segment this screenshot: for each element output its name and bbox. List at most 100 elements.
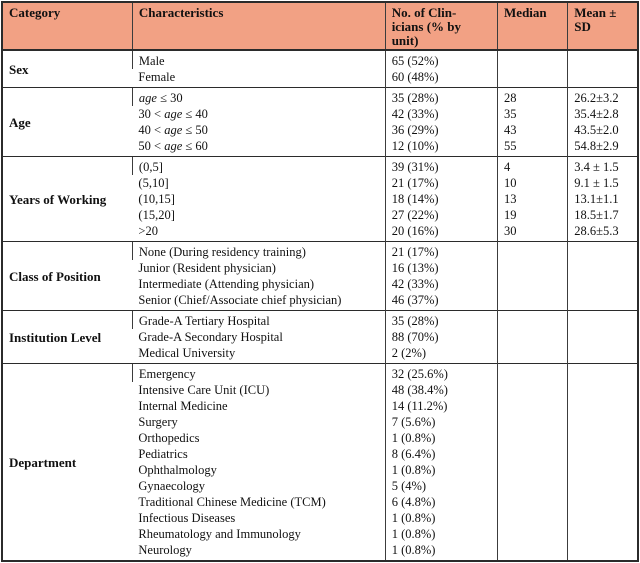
col-header-mean-sd: Mean ± SD <box>567 2 638 51</box>
table-row: (10,15] 18 (14%) 13 13.1±1.1 <box>2 191 638 207</box>
count-cell: 42 (33%) <box>384 276 498 292</box>
table-header: Category Characteristics No. of Clin- ic… <box>2 2 638 51</box>
count-cell: 5 (4%) <box>384 478 498 494</box>
mean-cell <box>567 276 638 292</box>
median-cell <box>497 241 568 260</box>
table-row: Junior (Resident physician) 16 (13%) <box>2 260 638 276</box>
characteristic-cell: Infectious Diseases <box>138 511 236 525</box>
category-cell: Department <box>2 363 133 561</box>
table-row: Pediatrics 8 (6.4%) <box>2 446 638 462</box>
table-row: Female 60 (48%) <box>2 69 638 88</box>
table-row: Institution Level Grade-A Tertiary Hospit… <box>2 310 638 364</box>
median-cell <box>497 446 568 462</box>
median-cell <box>497 494 568 510</box>
characteristic-cell: Neurology <box>138 543 192 557</box>
mean-cell <box>567 478 638 494</box>
col-header-median: Median <box>497 2 568 51</box>
table-row: Age age ≤ 30 35 (28%) 28 26.2±3.2 <box>2 87 638 157</box>
median-cell <box>497 310 568 329</box>
count-cell: 2 (2%) <box>384 345 498 364</box>
characteristic-cell: 50 < age ≤ 60 <box>138 139 208 153</box>
median-cell <box>497 69 568 88</box>
median-cell <box>497 329 568 345</box>
characteristic-cell: 40 < age ≤ 50 <box>138 123 208 137</box>
table-body: Sex Male 65 (52%) Female 60 (48%) Age age ≤ 30… <box>2 49 638 561</box>
table-row: Years of Working (0,5] 39 (31%) 4 3.4 ± 1.5 <box>2 156 638 242</box>
median-cell <box>497 462 568 478</box>
median-cell <box>497 363 568 382</box>
median-cell <box>497 414 568 430</box>
table-row: Department Emergency 32 (25.6%) <box>2 363 638 561</box>
characteristic-cell: (0,5] <box>131 156 386 175</box>
category-cell: Class of Position <box>2 241 133 311</box>
table-row: Grade-A Secondary Hospital 88 (70%) <box>2 329 638 345</box>
mean-cell: 18.5±1.7 <box>567 207 638 223</box>
count-cell: 14 (11.2%) <box>384 398 498 414</box>
count-cell: 1 (0.8%) <box>384 526 498 542</box>
mean-cell <box>567 526 638 542</box>
median-cell: 4 <box>497 156 568 175</box>
count-cell: 1 (0.8%) <box>384 510 498 526</box>
median-cell <box>497 526 568 542</box>
median-cell <box>497 276 568 292</box>
median-cell <box>497 430 568 446</box>
median-cell <box>497 260 568 276</box>
characteristic-cell: Orthopedics <box>138 431 200 445</box>
mean-cell <box>567 310 638 329</box>
median-cell: 19 <box>497 207 568 223</box>
count-cell: 1 (0.8%) <box>384 462 498 478</box>
median-cell <box>497 510 568 526</box>
characteristic-cell: age ≤ 30 <box>131 87 386 106</box>
median-cell <box>497 345 568 364</box>
characteristic-cell: Senior (Chief/Associate chief physician) <box>138 293 342 307</box>
mean-cell <box>567 446 638 462</box>
header-row: Category Characteristics No. of Clin- ic… <box>2 2 638 51</box>
median-cell: 43 <box>497 122 568 138</box>
count-cell: 1 (0.8%) <box>384 430 498 446</box>
median-cell: 30 <box>497 223 568 242</box>
table-row: Medical University 2 (2%) <box>2 345 638 364</box>
count-cell: 36 (29%) <box>384 122 498 138</box>
characteristic-cell: (10,15] <box>138 192 175 206</box>
mean-cell <box>567 462 638 478</box>
count-cell: 42 (33%) <box>384 106 498 122</box>
characteristic-cell: Grade-A Secondary Hospital <box>138 330 283 344</box>
mean-cell <box>567 363 638 382</box>
characteristic-cell: Traditional Chinese Medicine (TCM) <box>138 495 326 509</box>
category-cell: Years of Working <box>2 156 133 242</box>
count-cell: 88 (70%) <box>384 329 498 345</box>
characteristic-cell: >20 <box>138 224 158 238</box>
table-row: 30 < age ≤ 40 42 (33%) 35 35.4±2.8 <box>2 106 638 122</box>
mean-cell <box>567 430 638 446</box>
count-cell: 20 (16%) <box>384 223 498 242</box>
table-row: Sex Male 65 (52%) <box>2 49 638 88</box>
median-cell: 13 <box>497 191 568 207</box>
col-header-clinicians: No. of Clin- icians (% by unit) <box>384 2 498 51</box>
characteristic-cell: Pediatrics <box>138 447 188 461</box>
mean-cell: 54.8±2.9 <box>567 138 638 157</box>
characteristic-cell: Internal Medicine <box>138 399 228 413</box>
table-row: Ophthalmology 1 (0.8%) <box>2 462 638 478</box>
mean-cell: 13.1±1.1 <box>567 191 638 207</box>
category-cell: Age <box>2 87 133 157</box>
count-cell: 21 (17%) <box>384 241 498 260</box>
mean-cell <box>567 260 638 276</box>
mean-cell: 28.6±5.3 <box>567 223 638 242</box>
table-row: 40 < age ≤ 50 36 (29%) 43 43.5±2.0 <box>2 122 638 138</box>
mean-cell <box>567 329 638 345</box>
median-cell <box>497 478 568 494</box>
characteristic-cell: (15,20] <box>138 208 175 222</box>
count-cell: 48 (38.4%) <box>384 382 498 398</box>
count-cell: 18 (14%) <box>384 191 498 207</box>
table-row: Gynaecology 5 (4%) <box>2 478 638 494</box>
table-row: 50 < age ≤ 60 12 (10%) 55 54.8±2.9 <box>2 138 638 157</box>
count-cell: 46 (37%) <box>384 292 498 311</box>
median-cell: 35 <box>497 106 568 122</box>
characteristic-cell: Grade-A Tertiary Hospital <box>131 310 386 329</box>
table-row: Intensive Care Unit (ICU) 48 (38.4%) <box>2 382 638 398</box>
count-cell: 65 (52%) <box>384 49 498 69</box>
mean-cell: 3.4 ± 1.5 <box>567 156 638 175</box>
count-cell: 35 (28%) <box>384 310 498 329</box>
mean-cell <box>567 69 638 88</box>
